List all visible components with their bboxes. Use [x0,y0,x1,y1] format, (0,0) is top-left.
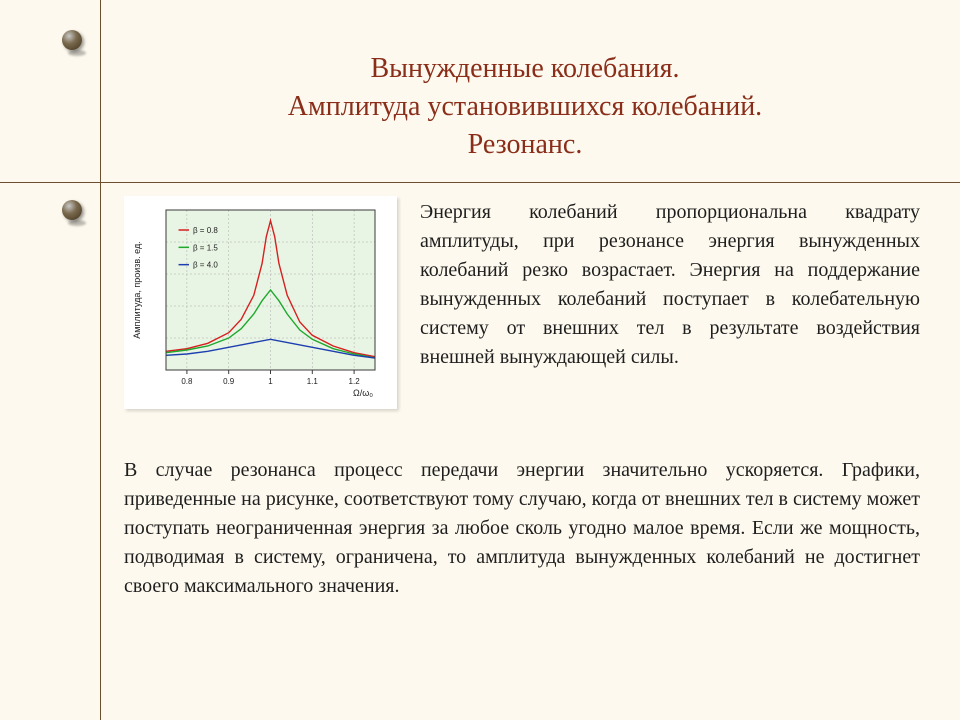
svg-text:β = 1.5: β = 1.5 [193,243,218,252]
svg-text:0.8: 0.8 [181,377,193,386]
svg-text:β = 0.8: β = 0.8 [193,226,218,235]
vertical-rule [100,0,101,720]
slide-title: Вынужденные колебания. Амплитуда установ… [130,50,920,163]
svg-text:Амплитуда, произв. ед.: Амплитуда, произв. ед. [132,241,142,338]
paragraph-bottom: В случае резонанса процесс передачи энер… [124,456,920,601]
svg-text:β = 4.0: β = 4.0 [193,261,218,270]
svg-text:0.9: 0.9 [223,377,235,386]
svg-text:Ω/ω₀: Ω/ω₀ [353,388,373,398]
svg-text:1.1: 1.1 [307,377,319,386]
resonance-chart: 0.8 0.9 1 1.1 1.2 Ω/ω₀ Амплитуда, произв. ед. β… [124,196,397,409]
svg-text:1: 1 [268,377,273,386]
paragraph-right: Энергия колебаний пропорциональна квадра… [420,198,920,372]
title-line-1: Вынужденные колебания. [130,50,920,88]
pushpin-icon [62,200,88,226]
chart-svg: 0.8 0.9 1 1.1 1.2 Ω/ω₀ Амплитуда, произв. ед. β… [128,200,385,400]
horizontal-rule [0,182,960,183]
svg-text:1.2: 1.2 [349,377,361,386]
pushpin-icon [62,30,88,56]
title-line-3: Резонанс. [130,126,920,164]
title-line-2: Амплитуда установившихся колебаний. [130,88,920,126]
